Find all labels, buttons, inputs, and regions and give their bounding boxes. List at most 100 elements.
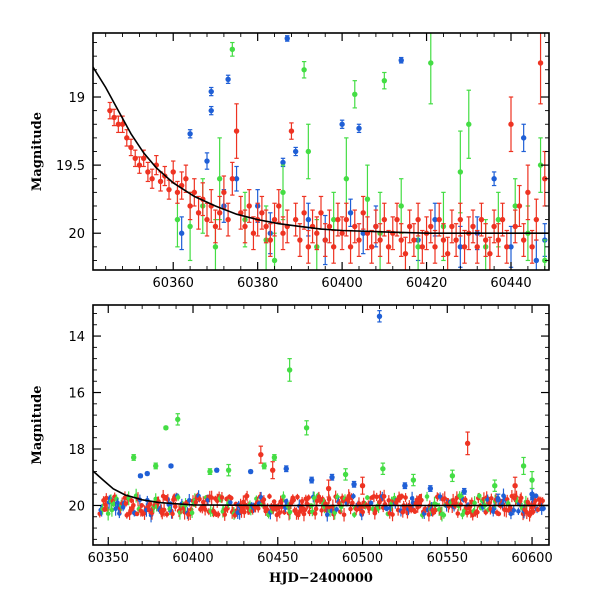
marker [398, 57, 404, 63]
series-red-point [542, 150, 548, 207]
band-marker [103, 502, 108, 508]
marker [537, 60, 544, 66]
series-green-point [529, 470, 535, 490]
series-red-point [136, 156, 143, 174]
x-tick-label: 60500 [342, 551, 383, 566]
series-red-point [292, 202, 299, 237]
marker [216, 176, 223, 182]
series-green [174, 33, 548, 270]
band-marker [335, 494, 340, 500]
series-red-point [529, 229, 535, 264]
y-tick-label: 19.5 [56, 159, 85, 174]
marker [415, 216, 421, 223]
marker [204, 216, 210, 223]
marker [247, 468, 254, 475]
marker [267, 237, 274, 243]
marker [352, 91, 358, 97]
series-red-point [259, 195, 265, 230]
band-marker [501, 493, 506, 498]
band-marker [306, 495, 311, 500]
series-green-point [261, 462, 267, 470]
band-marker [381, 494, 387, 499]
marker [233, 176, 240, 182]
marker [271, 257, 278, 264]
marker [508, 244, 514, 250]
marker [115, 121, 122, 127]
marker [482, 237, 489, 243]
marker [326, 223, 333, 230]
band-marker [109, 507, 115, 513]
marker [394, 216, 400, 223]
band-marker [460, 512, 465, 518]
band-marker [131, 502, 136, 508]
series-red-point [301, 195, 307, 230]
series-blue-point [398, 56, 404, 64]
series-blue-point [208, 86, 214, 97]
marker [229, 176, 236, 182]
marker [512, 223, 518, 230]
band-marker [129, 498, 134, 503]
series-green-point [153, 462, 159, 470]
marker [246, 203, 252, 209]
band-marker [489, 496, 494, 501]
series-blue-point [204, 152, 210, 170]
band-marker [350, 500, 355, 506]
series-red-point [402, 236, 409, 270]
series-blue-point [178, 216, 185, 251]
band-marker [296, 512, 301, 518]
marker [406, 223, 413, 230]
series-red-point [406, 209, 413, 244]
marker [449, 473, 456, 479]
series-green-point [352, 80, 358, 109]
marker [432, 216, 438, 223]
marker [415, 244, 421, 250]
marker [339, 230, 345, 236]
marker [343, 176, 350, 182]
series-red-point [453, 223, 459, 257]
series-blue-point [247, 468, 254, 475]
band-marker [348, 506, 353, 512]
series-red-point [305, 229, 312, 264]
marker [149, 176, 155, 182]
marker [342, 471, 349, 478]
marker [225, 216, 231, 223]
band-marker [533, 493, 539, 499]
y-axis-title: Magnitude [30, 112, 45, 191]
band-marker [419, 497, 424, 503]
marker [212, 223, 219, 230]
series-red-point [377, 223, 383, 257]
marker [529, 491, 535, 497]
band-marker [326, 496, 332, 502]
series-red-point [187, 191, 193, 221]
band-marker [504, 497, 510, 502]
band-marker [197, 496, 202, 502]
band-marker [271, 499, 277, 504]
y-tick-label: 20 [68, 499, 85, 514]
series-red-point [330, 229, 337, 264]
band-marker [403, 495, 408, 500]
marker [187, 223, 193, 230]
band-marker [376, 505, 381, 511]
marker [163, 425, 169, 431]
x-tick-label: 60440 [490, 276, 531, 291]
band-marker [133, 493, 139, 498]
marker [516, 203, 523, 209]
series-red-point [368, 229, 375, 264]
band-marker [267, 494, 272, 499]
marker [208, 88, 214, 95]
marker [402, 483, 408, 489]
y-tick-label: 16 [68, 387, 85, 402]
series-red-point [191, 178, 198, 207]
series-red-point [360, 195, 366, 230]
band-marker [442, 496, 448, 501]
marker [492, 483, 498, 489]
marker [461, 488, 467, 495]
marker [284, 35, 290, 42]
series-red-point [229, 161, 236, 196]
series-red-point [271, 202, 278, 237]
marker [529, 477, 535, 483]
marker [520, 463, 527, 469]
marker [339, 121, 345, 127]
marker [258, 451, 264, 458]
